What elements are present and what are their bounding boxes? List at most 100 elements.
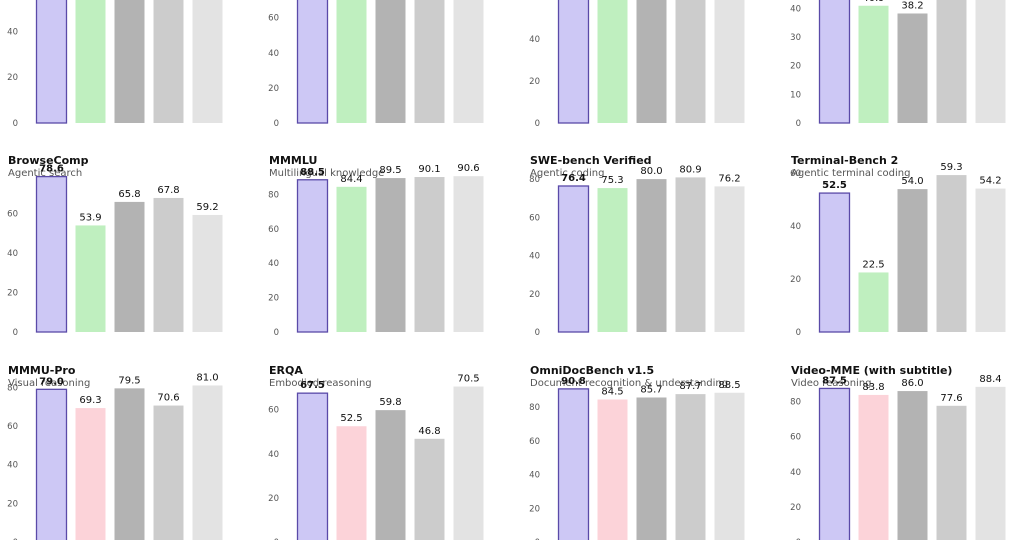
chart-title: BrowseComp [8,154,89,167]
y-tick-label: 40 [790,4,801,14]
y-tick-label: 20 [268,294,279,304]
chart-subtitle: Agentic coding [530,168,605,179]
chart-title: MMMLU [269,154,318,167]
bar-value-label: 76.4 [561,173,586,184]
bar [714,0,745,123]
bar [597,188,628,332]
bar [858,272,889,332]
y-tick-label: 80 [529,403,540,413]
bar [153,0,184,124]
bar [296,179,329,333]
y-tick-label: 30 [790,33,801,43]
bar-chart: 0 20 40 60 80 90.8 84.5 85.7 87.7 88.5 [529,376,745,540]
bar [936,405,967,540]
y-tick-label: 0 [13,328,18,338]
bar [153,197,184,332]
chart-title: ERQA [269,364,303,377]
bar [296,0,329,124]
y-tick-label: 0 [535,119,540,129]
bar [336,426,367,540]
y-tick-label: 40 [529,252,540,262]
y-tick-label: 20 [7,288,18,298]
y-tick-label: 0 [535,328,540,338]
bar-value-label: 54.0 [901,176,923,187]
bar [114,0,145,123]
bar-value-label: 65.8 [118,189,140,200]
bar [414,177,445,332]
bar-value-label: 79.5 [118,375,140,386]
bar-value-label: 78.6 [39,164,64,175]
bar [414,438,445,540]
bar [296,392,329,540]
bar-value-label: 81.0 [196,372,218,383]
chart-subtitle: Agentic terminal coding [791,168,911,179]
bar [375,178,406,332]
y-tick-label: 20 [268,84,279,94]
y-tick-label: 60 [268,406,279,416]
chart-subtitle: Multilingual knowledge [269,168,385,179]
y-tick-label: 60 [529,213,540,223]
bar-chart: 0 20 40 60 80 76.4 75.3 80.0 80.9 76.2 [529,164,745,338]
bar-value-label: 75.3 [601,175,623,186]
y-tick-label: 0 [796,328,801,338]
bar-value-label: 59.2 [196,202,218,213]
bar-value-label: 89.5 [379,165,401,176]
bar-value-label: 90.8 [561,376,586,387]
bar [336,0,367,123]
y-tick-label: 40 [268,259,279,269]
bar-value-label: 40.9 [862,0,884,4]
bar [557,185,590,333]
y-tick-label: 80 [268,190,279,200]
bar-value-label: 54.2 [979,176,1001,187]
bar [75,408,106,540]
chart-subtitle: Embodied reasoning [269,378,372,389]
bar [975,188,1006,332]
y-tick-label: 0 [274,538,279,540]
bar-value-label: 67.8 [157,185,179,196]
y-tick-label: 20 [790,275,801,285]
bar-chart: 0 20 40 60 80 87.5 83.8 86.0 77.6 88.4 [790,374,1006,540]
y-tick-label: 20 [529,290,540,300]
y-tick-label: 40 [268,450,279,460]
bar [35,0,68,124]
bar-value-label: 88.4 [979,374,1001,385]
y-tick-label: 60 [268,14,279,24]
bar-value-label: 77.6 [940,393,962,404]
chart-title: SWE-bench Verified [530,154,652,167]
bar-value-label: 79.0 [39,376,64,387]
y-tick-label: 80 [529,175,540,185]
y-tick-label: 20 [7,499,18,509]
bar-value-label: 90.6 [457,163,479,174]
bar [636,179,667,332]
bar [897,391,928,540]
bar-value-label: 80.0 [640,166,662,177]
y-tick-label: 10 [790,90,801,100]
bar [858,394,889,540]
bar [557,0,590,124]
bar-chart: 0 20 40 60 80 79.0 69.3 79.5 70.6 81.0 [7,372,223,540]
y-tick-label: 40 [7,249,18,259]
y-tick-label: 40 [790,222,801,232]
bar [714,186,745,332]
chart-title: Video-MME (with subtitle) [791,364,953,377]
chart-subtitle: Agentic search [8,168,83,179]
bar [897,189,928,332]
bar [414,0,445,123]
bar [858,5,889,123]
bar-value-label: 59.3 [940,162,962,173]
bar-value-label: 88.5 [300,167,325,178]
y-tick-label: 0 [796,119,801,129]
y-tick-label: 0 [13,538,18,540]
bar [192,214,223,332]
bar-value-label: 70.6 [157,393,179,404]
y-tick-label: 60 [790,433,801,443]
bar [897,13,928,124]
bar-value-label: 76.2 [718,173,740,184]
y-tick-label: 0 [535,538,540,540]
y-tick-label: 0 [274,328,279,338]
bar [375,410,406,540]
bar-value-label: 38.2 [901,0,923,11]
bar-value-label: 84.4 [340,174,362,185]
y-tick-label: 40 [790,468,801,478]
